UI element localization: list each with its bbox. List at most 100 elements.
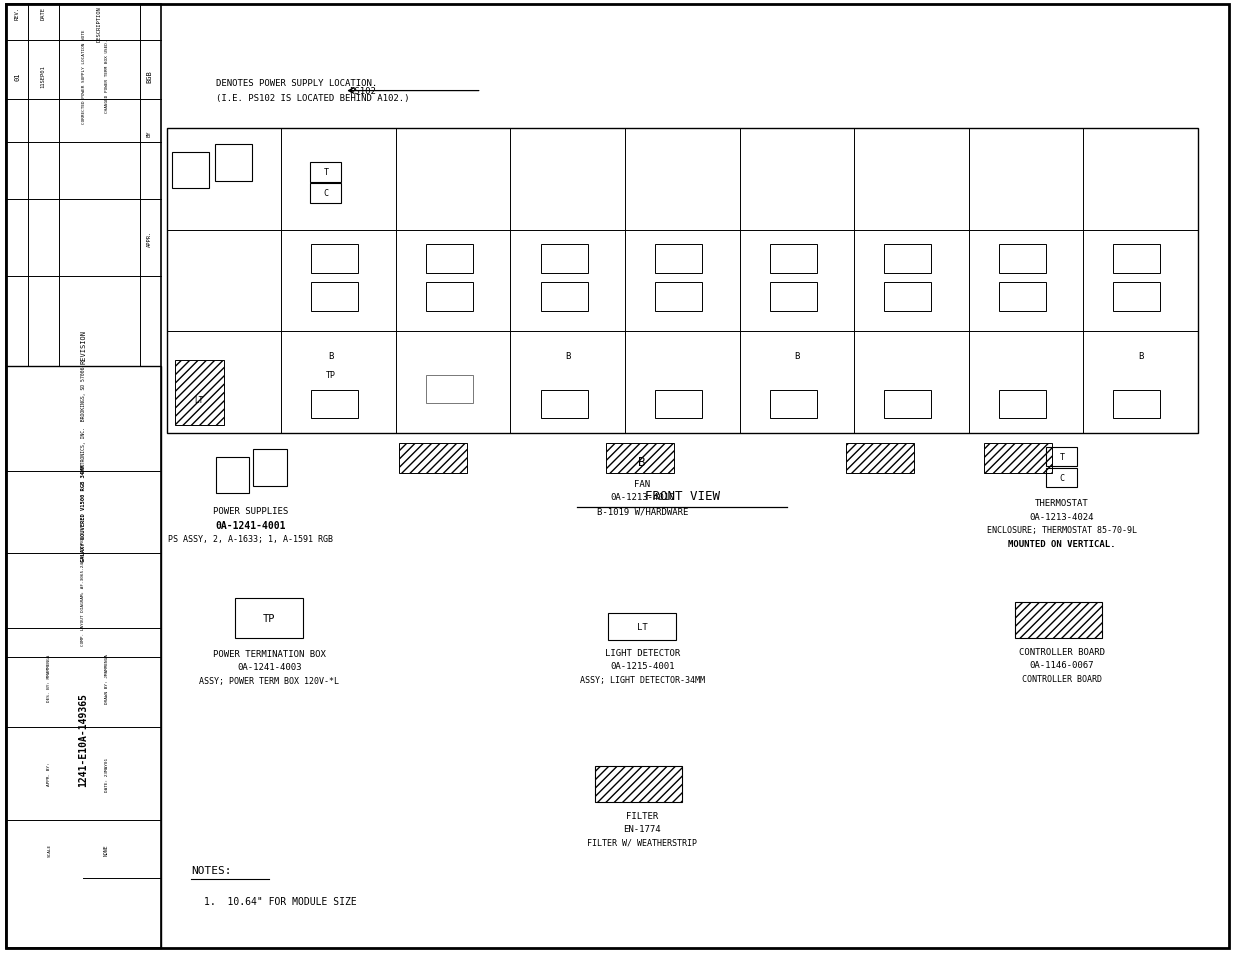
Bar [541,391,588,419]
Bar [1015,602,1102,639]
Bar [235,598,303,639]
Text: DAKTRONICS, INC.  BROOKINGS, SD 57006: DAKTRONICS, INC. BROOKINGS, SD 57006 [80,366,86,473]
Bar [655,283,701,312]
Bar [884,245,931,274]
Bar [541,245,588,274]
Text: B: B [329,352,333,360]
Text: FILTER: FILTER [626,811,658,821]
Text: POWER SUPPLIES: POWER SUPPLIES [214,506,288,516]
Bar [311,245,358,274]
Bar [1114,391,1161,419]
Bar [215,145,252,181]
Bar [541,283,588,312]
Bar [595,766,682,802]
Bar [984,443,1052,474]
Bar [846,443,914,474]
Text: C: C [324,190,329,198]
Text: B-1019 W/HARDWARE: B-1019 W/HARDWARE [597,507,688,517]
Text: NOTES:: NOTES: [191,865,232,875]
Text: (I.E. PS102 IS LOCATED BEHIND A102.): (I.E. PS102 IS LOCATED BEHIND A102.) [216,93,410,103]
Text: DENOTES POWER SUPPLY LOCATION.: DENOTES POWER SUPPLY LOCATION. [216,79,378,89]
Text: B: B [1137,352,1144,360]
Text: 0A-1241-4001: 0A-1241-4001 [215,520,287,530]
Text: THERMOSTAT: THERMOSTAT [1035,498,1089,508]
Bar [310,163,341,182]
Text: LIGHT DETECTOR: LIGHT DETECTOR [605,648,679,658]
Bar [1046,448,1077,467]
Bar [311,283,358,312]
Bar [167,129,1198,434]
Text: 11SEP01: 11SEP01 [41,65,46,88]
Text: ENCLOSURE; THERMOSTAT 85-70-9L: ENCLOSURE; THERMOSTAT 85-70-9L [987,525,1137,535]
Text: MOUNTED ON VERTICAL.: MOUNTED ON VERTICAL. [1008,539,1116,549]
Text: TP: TP [326,371,336,379]
Text: 0A-1241-4003: 0A-1241-4003 [237,662,301,672]
Text: DATE: 23MAY01: DATE: 23MAY01 [105,757,109,791]
Bar [426,283,473,312]
Bar [1114,245,1161,274]
Text: CHANGED POWER TERM BOX USED.: CHANGED POWER TERM BOX USED. [105,39,110,113]
Bar [6,367,161,948]
Text: B: B [794,352,799,360]
Text: 0A-1215-4001: 0A-1215-4001 [610,661,674,671]
Text: BY: BY [147,131,152,136]
Text: DESCRIPTION: DESCRIPTION [96,7,101,42]
Text: EN-1774: EN-1774 [624,824,661,834]
Text: COMP. LAYOUT DIAGRAM; AF-3065-24128-34-RGB: COMP. LAYOUT DIAGRAM; AF-3065-24128-34-R… [82,536,85,646]
Text: 1.  10.64" FOR MODULE SIZE: 1. 10.64" FOR MODULE SIZE [204,896,357,905]
Bar [769,245,816,274]
Text: ASSY; POWER TERM BOX 120V-*L: ASSY; POWER TERM BOX 120V-*L [199,676,340,685]
Bar [608,614,676,640]
Bar [999,391,1046,419]
Text: CORRECTED POWER SUPPLY LOCATION NOTE: CORRECTED POWER SUPPLY LOCATION NOTE [82,29,86,124]
Bar [999,283,1046,312]
Bar [216,457,249,494]
Bar [6,5,161,948]
Text: SCALE: SCALE [47,842,52,856]
Bar [399,443,467,474]
Text: 0A-1213-4010: 0A-1213-4010 [610,493,674,502]
Text: LT: LT [637,622,647,632]
Bar [1046,469,1077,488]
Text: FILTER W/ WEATHERSTRIP: FILTER W/ WEATHERSTRIP [587,838,698,847]
Bar [253,450,287,486]
Text: POWER TERMINATION BOX: POWER TERMINATION BOX [212,649,326,659]
Bar [605,443,673,474]
Bar [884,283,931,312]
Bar [426,245,473,274]
Text: BGB: BGB [147,70,152,83]
Text: NONE: NONE [104,843,109,855]
Bar [172,152,209,189]
Text: REVISION: REVISION [80,330,86,364]
Text: APPR.: APPR. [147,230,152,247]
Bar [174,361,224,426]
Text: 1241-E10A-149365: 1241-E10A-149365 [78,692,89,786]
Text: REV.: REV. [15,7,20,20]
Text: ASSY; LIGHT DETECTOR-34MM: ASSY; LIGHT DETECTOR-34MM [579,675,705,684]
Text: TP: TP [263,614,275,623]
Text: B: B [566,352,571,360]
Text: FRONT VIEW: FRONT VIEW [645,489,720,502]
Text: T: T [1060,453,1065,462]
Text: C: C [1060,474,1065,483]
Bar [884,391,931,419]
Text: GALAXY LOUVERED V1500 RGB 34MM: GALAXY LOUVERED V1500 RGB 34MM [80,463,86,561]
Bar [769,283,816,312]
Bar [311,391,358,419]
Bar [310,184,341,203]
Text: FAN: FAN [634,479,651,489]
Text: PS ASSY, 2, A-1633; 1, A-1591 RGB: PS ASSY, 2, A-1633; 1, A-1591 RGB [168,535,333,544]
Bar [426,375,473,404]
Bar [999,245,1046,274]
Text: CONTROLLER BOARD: CONTROLLER BOARD [1019,647,1105,657]
Text: PS102: PS102 [350,87,377,96]
Bar [769,391,816,419]
Text: 0A-1146-0067: 0A-1146-0067 [1030,660,1094,670]
Bar [1114,283,1161,312]
Text: 0A-1213-4024: 0A-1213-4024 [1030,512,1094,521]
Text: LT: LT [195,395,204,404]
Text: 01: 01 [15,72,20,80]
Text: DRAWN BY: JMAMMENGA: DRAWN BY: JMAMMENGA [105,653,109,702]
Bar [655,245,701,274]
Text: DATE: DATE [41,7,46,20]
